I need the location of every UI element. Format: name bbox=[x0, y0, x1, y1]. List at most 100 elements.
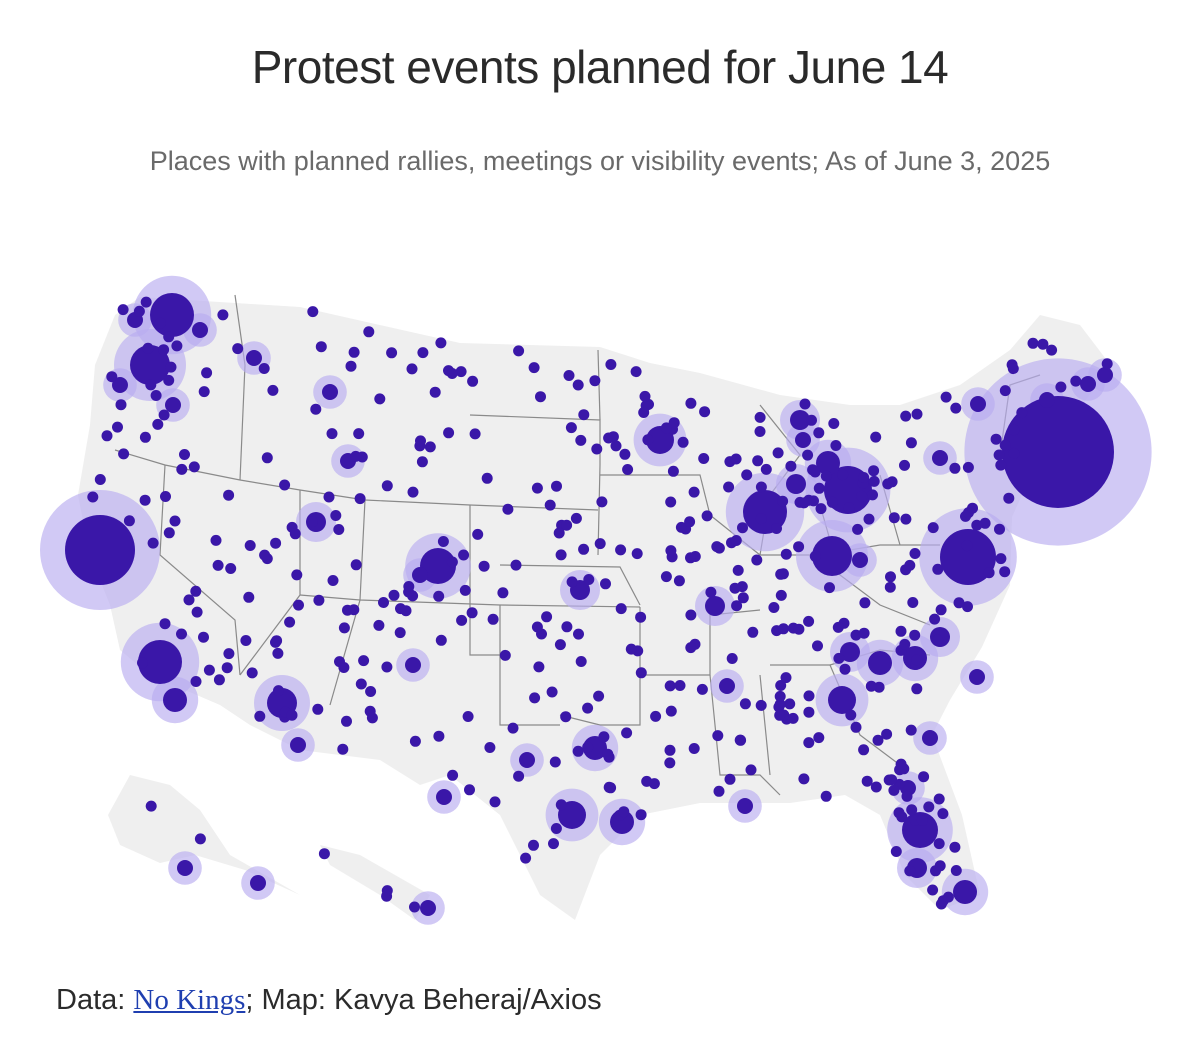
no-kings-link[interactable]: No Kings bbox=[133, 984, 246, 1016]
event-dot bbox=[272, 647, 284, 659]
event-dot bbox=[812, 640, 823, 652]
event-dot bbox=[775, 680, 787, 691]
event-dot bbox=[583, 574, 595, 585]
event-marker bbox=[932, 450, 948, 466]
event-dot bbox=[839, 663, 851, 675]
event-marker bbox=[743, 490, 787, 534]
event-marker bbox=[436, 789, 452, 805]
event-marker bbox=[719, 678, 735, 694]
event-dot bbox=[575, 656, 587, 667]
event-dot bbox=[312, 703, 324, 715]
credit-map-text: ; Map: Kavya Beheraj/Axios bbox=[245, 984, 602, 1016]
event-dot bbox=[904, 865, 916, 877]
event-dot bbox=[550, 823, 562, 834]
event-dot bbox=[478, 560, 490, 572]
event-dot bbox=[596, 496, 608, 508]
event-dot bbox=[355, 678, 367, 690]
event-marker bbox=[250, 875, 266, 891]
event-dot bbox=[1055, 381, 1067, 393]
event-marker bbox=[138, 640, 182, 684]
event-dot bbox=[582, 741, 594, 753]
event-dot bbox=[101, 430, 113, 442]
event-dot bbox=[244, 540, 256, 551]
event-dot bbox=[575, 434, 587, 446]
event-marker bbox=[246, 350, 262, 366]
hawaii-land bbox=[320, 845, 430, 920]
event-dot bbox=[358, 655, 370, 667]
event-dot bbox=[338, 662, 350, 673]
event-dot bbox=[949, 841, 961, 853]
event-dot bbox=[777, 495, 789, 507]
event-dot bbox=[995, 553, 1007, 565]
event-dot bbox=[572, 745, 584, 757]
event-dot bbox=[433, 590, 445, 602]
event-dot bbox=[665, 496, 677, 508]
event-dot bbox=[139, 431, 151, 443]
event-dot bbox=[660, 571, 672, 583]
event-dot bbox=[884, 581, 896, 593]
event-dot bbox=[145, 800, 157, 812]
event-dot bbox=[267, 384, 279, 396]
event-dot bbox=[755, 513, 767, 525]
event-dot bbox=[793, 541, 805, 553]
event-dot bbox=[318, 848, 330, 860]
event-dot bbox=[723, 481, 735, 493]
event-dot bbox=[589, 375, 601, 387]
event-dot bbox=[668, 417, 680, 429]
event-dot bbox=[416, 456, 428, 468]
event-dot bbox=[221, 662, 233, 674]
event-dot bbox=[1007, 363, 1019, 375]
event-marker bbox=[795, 432, 811, 448]
event-dot bbox=[815, 503, 827, 515]
event-dot bbox=[561, 621, 573, 633]
event-dot bbox=[198, 631, 209, 643]
event-dot bbox=[152, 418, 164, 430]
event-marker bbox=[290, 737, 306, 753]
event-dot bbox=[621, 727, 633, 739]
event-dot bbox=[713, 785, 725, 797]
event-dot bbox=[803, 706, 815, 718]
event-dot bbox=[489, 796, 501, 808]
event-dot bbox=[472, 528, 484, 540]
event-dot bbox=[353, 428, 365, 440]
event-dot bbox=[724, 773, 736, 785]
event-dot bbox=[407, 486, 419, 498]
event-dot bbox=[600, 578, 611, 590]
event-dot bbox=[774, 698, 786, 710]
event-dot bbox=[813, 732, 825, 744]
event-dot bbox=[787, 712, 799, 724]
event-marker bbox=[705, 596, 725, 616]
event-dot bbox=[467, 375, 479, 387]
event-dot bbox=[907, 597, 919, 608]
event-dot bbox=[333, 524, 345, 535]
event-dot bbox=[381, 885, 393, 897]
event-dot bbox=[858, 472, 870, 483]
event-dot bbox=[458, 549, 470, 561]
event-dot bbox=[999, 439, 1011, 451]
event-dot bbox=[999, 385, 1011, 397]
event-dot bbox=[990, 433, 1002, 445]
event-dot bbox=[630, 366, 642, 378]
state-border bbox=[469, 504, 599, 511]
event-dot bbox=[772, 447, 784, 459]
event-dot bbox=[674, 680, 686, 691]
event-dot bbox=[194, 833, 206, 845]
event-dot bbox=[639, 390, 651, 402]
event-dot bbox=[544, 499, 556, 511]
event-dot bbox=[158, 409, 170, 421]
event-marker bbox=[868, 651, 892, 675]
event-dot bbox=[363, 326, 375, 338]
event-marker bbox=[130, 345, 170, 385]
event-dot bbox=[123, 515, 135, 527]
event-dot bbox=[906, 804, 918, 816]
event-marker bbox=[1039, 392, 1055, 408]
event-dot bbox=[572, 379, 584, 391]
event-dot bbox=[820, 790, 832, 802]
event-dot bbox=[139, 494, 151, 506]
event-dot bbox=[751, 554, 763, 566]
event-dot bbox=[699, 406, 711, 418]
event-dot bbox=[240, 635, 252, 646]
event-dot bbox=[381, 661, 393, 673]
event-dot bbox=[261, 452, 273, 464]
event-dot bbox=[165, 361, 177, 373]
